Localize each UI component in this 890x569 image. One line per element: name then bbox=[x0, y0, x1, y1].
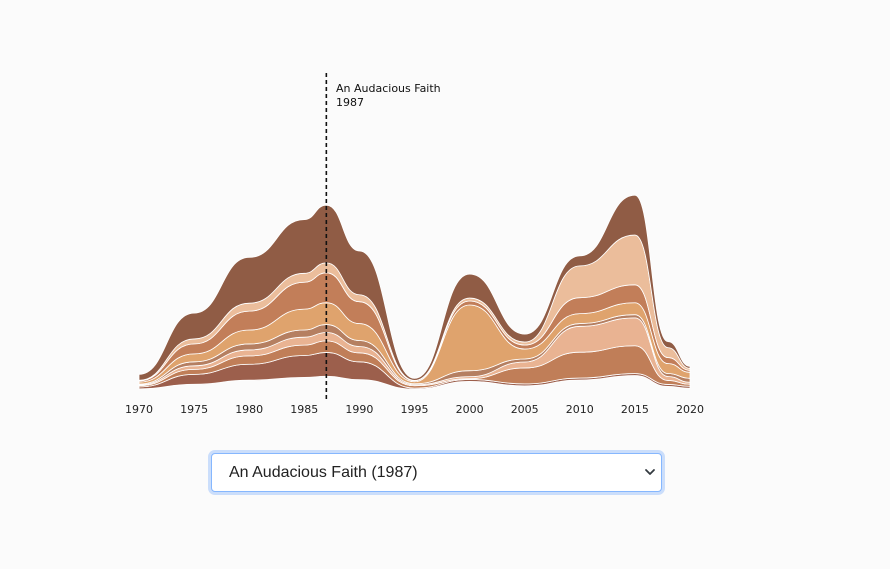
x-tick-label: 2005 bbox=[511, 403, 539, 416]
x-tick-label: 2020 bbox=[676, 403, 704, 416]
x-tick-label: 2015 bbox=[621, 403, 649, 416]
x-tick-label: 1970 bbox=[125, 403, 153, 416]
title-select-wrapper: An Audacious Faith (1987) bbox=[211, 453, 662, 492]
x-axis: 1970 1975 1980 1985 1990 1995 2000 2005 2010 2015… bbox=[125, 403, 704, 416]
x-tick-label: 2000 bbox=[456, 403, 484, 416]
x-tick-label: 1990 bbox=[345, 403, 373, 416]
x-tick-label: 1985 bbox=[290, 403, 318, 416]
stream-layers bbox=[138, 194, 691, 390]
x-tick-label: 2010 bbox=[566, 403, 594, 416]
marker-title: An Audacious Faith bbox=[336, 82, 441, 95]
x-tick-label: 1975 bbox=[180, 403, 208, 416]
streamgraph-chart: 1970 1975 1980 1985 1990 1995 2000 2005 2010 2015… bbox=[125, 73, 704, 416]
stream-layer-8 bbox=[138, 194, 691, 381]
marker-year: 1987 bbox=[336, 96, 364, 109]
x-tick-label: 1995 bbox=[401, 403, 429, 416]
title-select[interactable]: An Audacious Faith (1987) bbox=[211, 453, 662, 492]
x-tick-label: 1980 bbox=[235, 403, 263, 416]
